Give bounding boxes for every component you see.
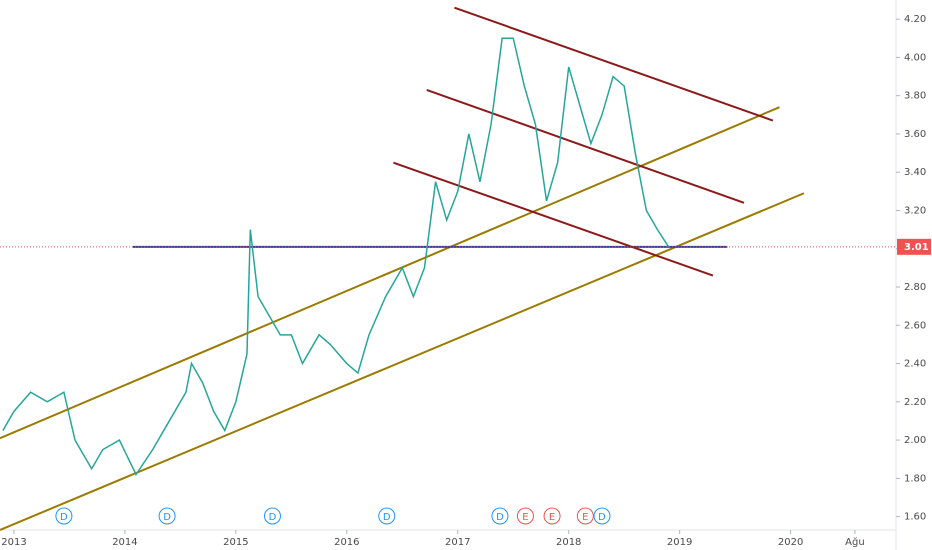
trend-line: [426, 88, 745, 204]
y-tick-label: 4.00: [904, 52, 926, 63]
event-marker: [55, 507, 73, 525]
y-tick-label: 2.60: [904, 320, 926, 331]
x-tick-label: Ağu: [845, 536, 865, 548]
y-tick-label: 1.60: [904, 512, 926, 523]
event-marker: [491, 507, 509, 525]
y-tick-label: 4.20: [904, 14, 926, 25]
event-marker: [516, 507, 534, 525]
event-label: D: [60, 512, 68, 523]
last-price-tag: [897, 238, 931, 255]
event-marker: [576, 507, 594, 525]
event-marker: [378, 507, 396, 525]
x-tick-label: 2016: [334, 537, 359, 548]
price-line: [2, 37, 670, 477]
y-tick-label: 2.80: [904, 282, 926, 293]
y-tick-label: 2.20: [904, 397, 926, 408]
y-tick-label: 3.60: [904, 129, 926, 140]
event-marker: [158, 507, 176, 525]
trend-line: [0, 192, 805, 531]
event-label: D: [496, 512, 504, 523]
y-tick-label: 2.40: [904, 359, 926, 370]
x-tick-label: 2013: [1, 537, 26, 548]
y-tick-label: 3.20: [904, 205, 926, 216]
x-tick-label: 2018: [556, 537, 581, 548]
event-label: E: [582, 512, 588, 523]
x-tick-label: 2014: [112, 537, 137, 548]
trend-line: [393, 161, 714, 277]
x-tick-label: 2020: [778, 537, 803, 548]
event-marker: [263, 507, 281, 525]
x-tick-label: 2019: [667, 537, 692, 548]
y-tick-label: 3.40: [904, 167, 926, 178]
y-tick-label: 1.80: [904, 473, 926, 484]
event-label: D: [598, 512, 606, 523]
event-label: D: [383, 512, 391, 523]
x-tick-label: 2015: [223, 537, 248, 548]
event-label: D: [163, 512, 171, 523]
y-tick-label: 3.80: [904, 91, 926, 102]
trend-line: [0, 106, 780, 440]
trend-line: [454, 6, 774, 122]
event-marker: [543, 507, 561, 525]
x-tick-label: 2017: [445, 537, 470, 548]
event-label: E: [549, 512, 555, 523]
event-label: D: [269, 512, 277, 523]
event-label: E: [522, 512, 528, 523]
event-marker: [593, 507, 611, 525]
y-tick-label: 2.00: [904, 435, 926, 446]
last-price-label: 3.01: [904, 242, 929, 253]
